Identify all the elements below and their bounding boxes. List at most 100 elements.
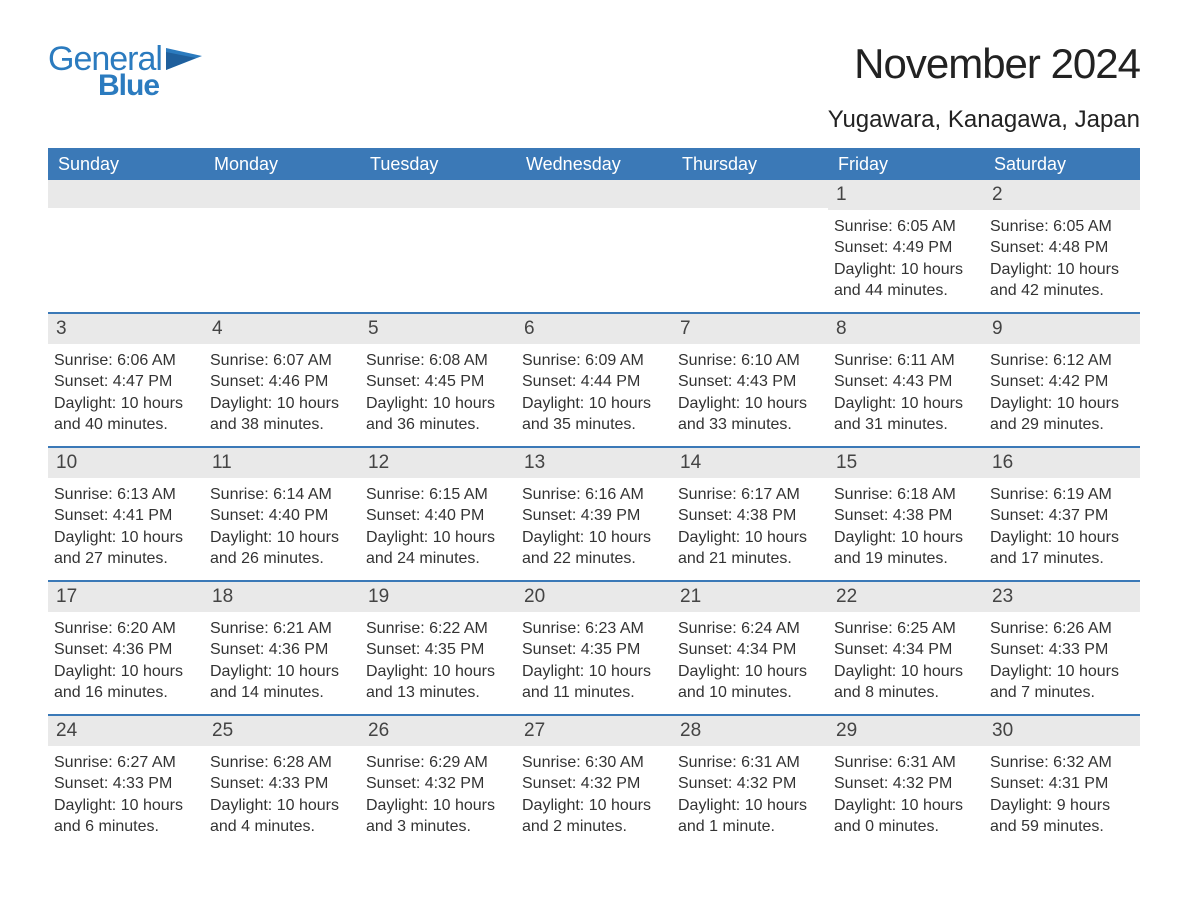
day-number: 19 — [360, 582, 516, 612]
daylight2-line: and 17 minutes. — [990, 548, 1134, 570]
daylight2-line: and 31 minutes. — [834, 414, 978, 436]
day-number: 28 — [672, 716, 828, 746]
day-cell: 4Sunrise: 6:07 AMSunset: 4:46 PMDaylight… — [204, 314, 360, 446]
day-number — [48, 180, 204, 208]
day-header: Sunday — [48, 154, 204, 175]
sunrise-line: Sunrise: 6:08 AM — [366, 350, 510, 372]
day-number: 24 — [48, 716, 204, 746]
daylight2-line: and 3 minutes. — [366, 816, 510, 838]
daylight1-line: Daylight: 10 hours — [210, 527, 354, 549]
day-cell: 21 Sunrise: 6:24 AMSunset: 4:34 PMDayligh… — [672, 582, 828, 714]
daylight1-line: Daylight: 10 hours — [522, 393, 666, 415]
sunrise-line: Sunrise: 6:18 AM — [834, 484, 978, 506]
sunrise-line: Sunrise: 6:14 AM — [210, 484, 354, 506]
sunset-line: Sunset: 4:34 PM — [678, 639, 822, 661]
sunrise-line: Sunrise: 6:32 AM — [990, 752, 1134, 774]
day-number: 16 — [984, 448, 1140, 478]
day-number: 15 — [828, 448, 984, 478]
daylight1-line: Daylight: 10 hours — [678, 795, 822, 817]
sunrise-line: Sunrise: 6:07 AM — [210, 350, 354, 372]
sunrise-line: Sunrise: 6:13 AM — [54, 484, 198, 506]
sunrise-line: Sunrise: 6:31 AM — [834, 752, 978, 774]
sunset-line: Sunset: 4:32 PM — [834, 773, 978, 795]
day-cell: 23Sunrise: 6:26 AMSunset: 4:33 PMDayligh… — [984, 582, 1140, 714]
day-header-row: SundayMondayTuesdayWednesdayThursdayFrid… — [48, 148, 1140, 180]
sunrise-line: Sunrise: 6:31 AM — [678, 752, 822, 774]
day-number: 9 — [984, 314, 1140, 344]
daylight1-line: Daylight: 10 hours — [54, 795, 198, 817]
day-number: 7 — [672, 314, 828, 344]
sunset-line: Sunset: 4:33 PM — [990, 639, 1134, 661]
day-cell: 29Sunrise: 6:31 AMSunset: 4:32 PMDayligh… — [828, 716, 984, 848]
day-cell — [672, 180, 828, 312]
daylight1-line: Daylight: 10 hours — [366, 527, 510, 549]
day-cell: 10Sunrise: 6:13 AMSunset: 4:41 PMDayligh… — [48, 448, 204, 580]
daylight1-line: Daylight: 10 hours — [54, 661, 198, 683]
sunset-line: Sunset: 4:33 PM — [210, 773, 354, 795]
day-cell — [48, 180, 204, 312]
sunset-line: Sunset: 4:43 PM — [834, 371, 978, 393]
daylight1-line: Daylight: 10 hours — [678, 661, 822, 683]
sunset-line: Sunset: 4:45 PM — [366, 371, 510, 393]
week-row: 10Sunrise: 6:13 AMSunset: 4:41 PMDayligh… — [48, 446, 1140, 580]
title-block: November 2024 Yugawara, Kanagawa, Japan — [828, 40, 1140, 134]
day-cell: 17Sunrise: 6:20 AMSunset: 4:36 PMDayligh… — [48, 582, 204, 714]
day-number: 17 — [48, 582, 204, 612]
day-number: 12 — [360, 448, 516, 478]
daylight2-line: and 24 minutes. — [366, 548, 510, 570]
daylight1-line: Daylight: 10 hours — [54, 527, 198, 549]
daylight2-line: and 35 minutes. — [522, 414, 666, 436]
day-number — [516, 180, 672, 208]
sunrise-line: Sunrise: 6:24 AM — [678, 618, 822, 640]
day-cell: 28Sunrise: 6:31 AMSunset: 4:32 PMDayligh… — [672, 716, 828, 848]
day-cell: 9Sunrise: 6:12 AMSunset: 4:42 PMDaylight… — [984, 314, 1140, 446]
day-cell: 5 Sunrise: 6:08 AMSunset: 4:45 PMDaylight… — [360, 314, 516, 446]
daylight2-line: and 14 minutes. — [210, 682, 354, 704]
sunrise-line: Sunrise: 6:09 AM — [522, 350, 666, 372]
day-number: 21 — [672, 582, 828, 612]
daylight2-line: and 13 minutes. — [366, 682, 510, 704]
week-row: 3Sunrise: 6:06 AMSunset: 4:47 PMDaylight… — [48, 312, 1140, 446]
daylight1-line: Daylight: 10 hours — [366, 795, 510, 817]
daylight2-line: and 21 minutes. — [678, 548, 822, 570]
day-cell: 19Sunrise: 6:22 AMSunset: 4:35 PMDayligh… — [360, 582, 516, 714]
daylight2-line: and 2 minutes. — [522, 816, 666, 838]
daylight2-line: and 6 minutes. — [54, 816, 198, 838]
daylight1-line: Daylight: 10 hours — [366, 393, 510, 415]
day-cell: 6Sunrise: 6:09 AMSunset: 4:44 PMDaylight… — [516, 314, 672, 446]
day-number: 25 — [204, 716, 360, 746]
daylight2-line: and 59 minutes. — [990, 816, 1134, 838]
daylight1-line: Daylight: 10 hours — [990, 393, 1134, 415]
daylight2-line: and 0 minutes. — [834, 816, 978, 838]
flag-icon — [166, 48, 202, 75]
daylight1-line: Daylight: 10 hours — [522, 795, 666, 817]
sunrise-line: Sunrise: 6:06 AM — [54, 350, 198, 372]
day-number: 5 — [360, 314, 516, 344]
daylight1-line: Daylight: 10 hours — [210, 795, 354, 817]
daylight2-line: and 42 minutes. — [990, 280, 1134, 302]
sunrise-line: Sunrise: 6:29 AM — [366, 752, 510, 774]
day-cell: 11Sunrise: 6:14 AMSunset: 4:40 PMDayligh… — [204, 448, 360, 580]
day-header: Monday — [204, 154, 360, 175]
sunrise-line: Sunrise: 6:30 AM — [522, 752, 666, 774]
daylight2-line: and 7 minutes. — [990, 682, 1134, 704]
day-number: 8 — [828, 314, 984, 344]
daylight1-line: Daylight: 10 hours — [834, 661, 978, 683]
day-number: 13 — [516, 448, 672, 478]
day-number: 23 — [984, 582, 1140, 612]
day-cell: 7Sunrise: 6:10 AMSunset: 4:43 PMDaylight… — [672, 314, 828, 446]
month-title: November 2024 — [828, 40, 1140, 88]
sunset-line: Sunset: 4:32 PM — [366, 773, 510, 795]
sunset-line: Sunset: 4:34 PM — [834, 639, 978, 661]
header-area: General Blue November 2024 Yugawara, Kan… — [48, 40, 1140, 134]
daylight2-line: and 4 minutes. — [210, 816, 354, 838]
daylight1-line: Daylight: 10 hours — [834, 527, 978, 549]
sunset-line: Sunset: 4:32 PM — [522, 773, 666, 795]
daylight1-line: Daylight: 10 hours — [678, 393, 822, 415]
day-cell — [204, 180, 360, 312]
sunrise-line: Sunrise: 6:17 AM — [678, 484, 822, 506]
sunrise-line: Sunrise: 6:05 AM — [990, 216, 1134, 238]
sunset-line: Sunset: 4:44 PM — [522, 371, 666, 393]
daylight2-line: and 16 minutes. — [54, 682, 198, 704]
daylight2-line: and 11 minutes. — [522, 682, 666, 704]
